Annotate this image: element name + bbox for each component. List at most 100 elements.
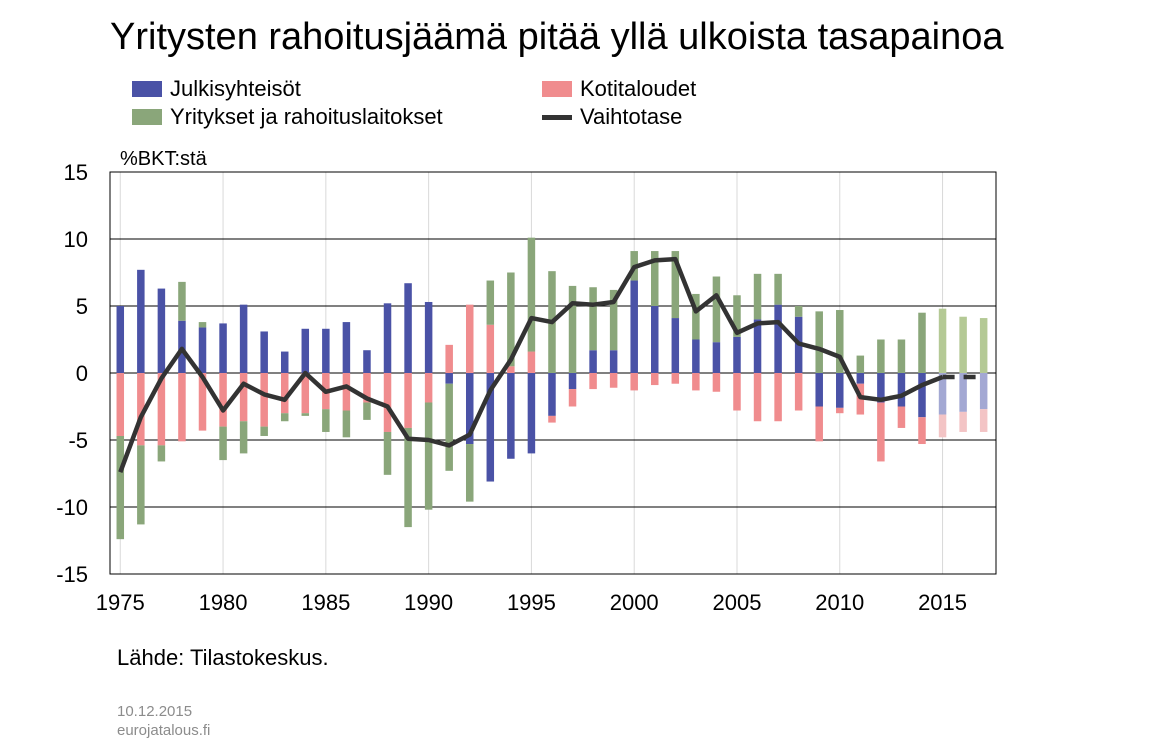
x-tick-label: 2000 [610,590,659,615]
bar-yritykset [198,322,207,328]
bar-julkisyhteisot [322,328,330,373]
bar-kotitaloudet [301,373,310,414]
bar-kotitaloudet [712,373,721,392]
bar-julkisyhteisot [301,328,310,373]
bar-yritykset [589,287,597,351]
bar-julkisyhteisot [260,331,268,373]
bar-yritykset [877,339,885,373]
bar-yritykset [157,445,166,462]
bar-julkisyhteisot [445,373,453,384]
bar-kotitaloudet [404,373,412,428]
bar-julkisyhteisot [363,350,371,373]
bar-kotitaloudet [548,415,556,423]
bar-yritykset [137,445,145,525]
bar-julkisyhteisot [630,280,638,373]
bar-yritykset [733,295,741,337]
y-tick-label: 0 [76,361,88,386]
bar-yritykset [404,427,412,528]
bar-kotitaloudet [692,373,700,391]
bar-kotitaloudet [959,411,967,432]
bar-yritykset [918,312,926,373]
bar-yritykset [651,251,659,306]
bar-kotitaloudet [219,373,227,427]
x-tick-label: 1990 [404,590,453,615]
bar-julkisyhteisot [589,350,597,373]
bar-julkisyhteisot [527,373,536,454]
legend-label-yritykset: Yritykset ja rahoituslaitokset [170,104,443,129]
bar-yritykset [342,410,351,438]
bar-yritykset [507,272,515,367]
bar-kotitaloudet [938,414,947,438]
bar-julkisyhteisot [342,322,351,373]
bar-kotitaloudet [342,373,351,411]
bar-julkisyhteisot [383,303,392,373]
bar-yritykset [527,237,536,352]
bar-yritykset [671,251,680,319]
bar-julkisyhteisot [979,373,988,410]
bar-yritykset [959,316,967,373]
y-tick-label: 5 [76,294,88,319]
legend-item-yritykset: Yritykset ja rahoituslaitokset [132,104,443,130]
bar-yritykset [938,308,947,373]
bar-kotitaloudet [507,366,515,373]
bar-yritykset [116,435,125,540]
bar-kotitaloudet [178,373,186,442]
bar-kotitaloudet [794,373,803,411]
bar-kotitaloudet [280,373,289,414]
bar-julkisyhteisot [671,318,680,373]
x-tick-label: 2010 [815,590,864,615]
legend-item-kotitaloudet: Kotitaloudet [542,76,696,102]
bar-yritykset [692,293,700,340]
y-tick-label: -10 [56,495,88,520]
bar-julkisyhteisot [116,306,125,373]
legend-swatch-vaihtotase [542,114,572,120]
bar-julkisyhteisot [219,323,227,373]
bar-julkisyhteisot [815,373,823,407]
bar-julkisyhteisot [692,339,700,373]
x-tick-label: 2015 [918,590,967,615]
y-tick-label: -15 [56,562,88,587]
bar-kotitaloudet [651,373,659,386]
bar-julkisyhteisot [651,306,659,373]
y-tick-label: 10 [64,227,88,252]
bar-julkisyhteisot [239,304,248,373]
bar-julkisyhteisot [280,351,289,373]
bar-yritykset [568,285,577,373]
website-label: eurojatalous.fi [117,722,211,739]
bar-yritykset [424,402,433,510]
bar-yritykset [239,421,248,454]
bar-julkisyhteisot [198,327,207,373]
y-tick-label: 15 [64,160,88,185]
bar-yritykset [979,318,988,373]
bar-kotitaloudet [815,406,823,442]
bar-yritykset [219,426,227,461]
source-note: Lähde: Tilastokeskus. [117,645,329,670]
bar-yritykset [836,310,844,373]
bar-kotitaloudet [116,373,125,436]
x-tick-label: 1995 [507,590,556,615]
bar-yritykset [486,280,495,325]
bar-yritykset [178,281,186,321]
bar-yritykset [856,355,865,373]
bar-julkisyhteisot [856,373,865,384]
bar-kotitaloudet [609,373,618,388]
x-tick-label: 1975 [96,590,145,615]
bar-kotitaloudet [239,373,248,422]
bar-kotitaloudet [486,324,495,373]
bar-kotitaloudet [630,373,638,391]
x-tick-label: 1980 [199,590,248,615]
bar-julkisyhteisot [897,373,906,407]
bar-yritykset [774,273,782,305]
bar-kotitaloudet [260,373,268,427]
bar-kotitaloudet [568,389,577,407]
legend-label-vaihtotase: Vaihtotase [580,104,683,129]
bar-kotitaloudet [897,406,906,428]
bar-julkisyhteisot [137,269,145,373]
bar-julkisyhteisot [548,373,556,416]
bar-kotitaloudet [424,373,433,403]
bar-yritykset [794,306,803,317]
bar-yritykset [383,431,392,475]
legend-swatch-yritykset [132,109,162,125]
bar-yritykset [445,383,453,471]
